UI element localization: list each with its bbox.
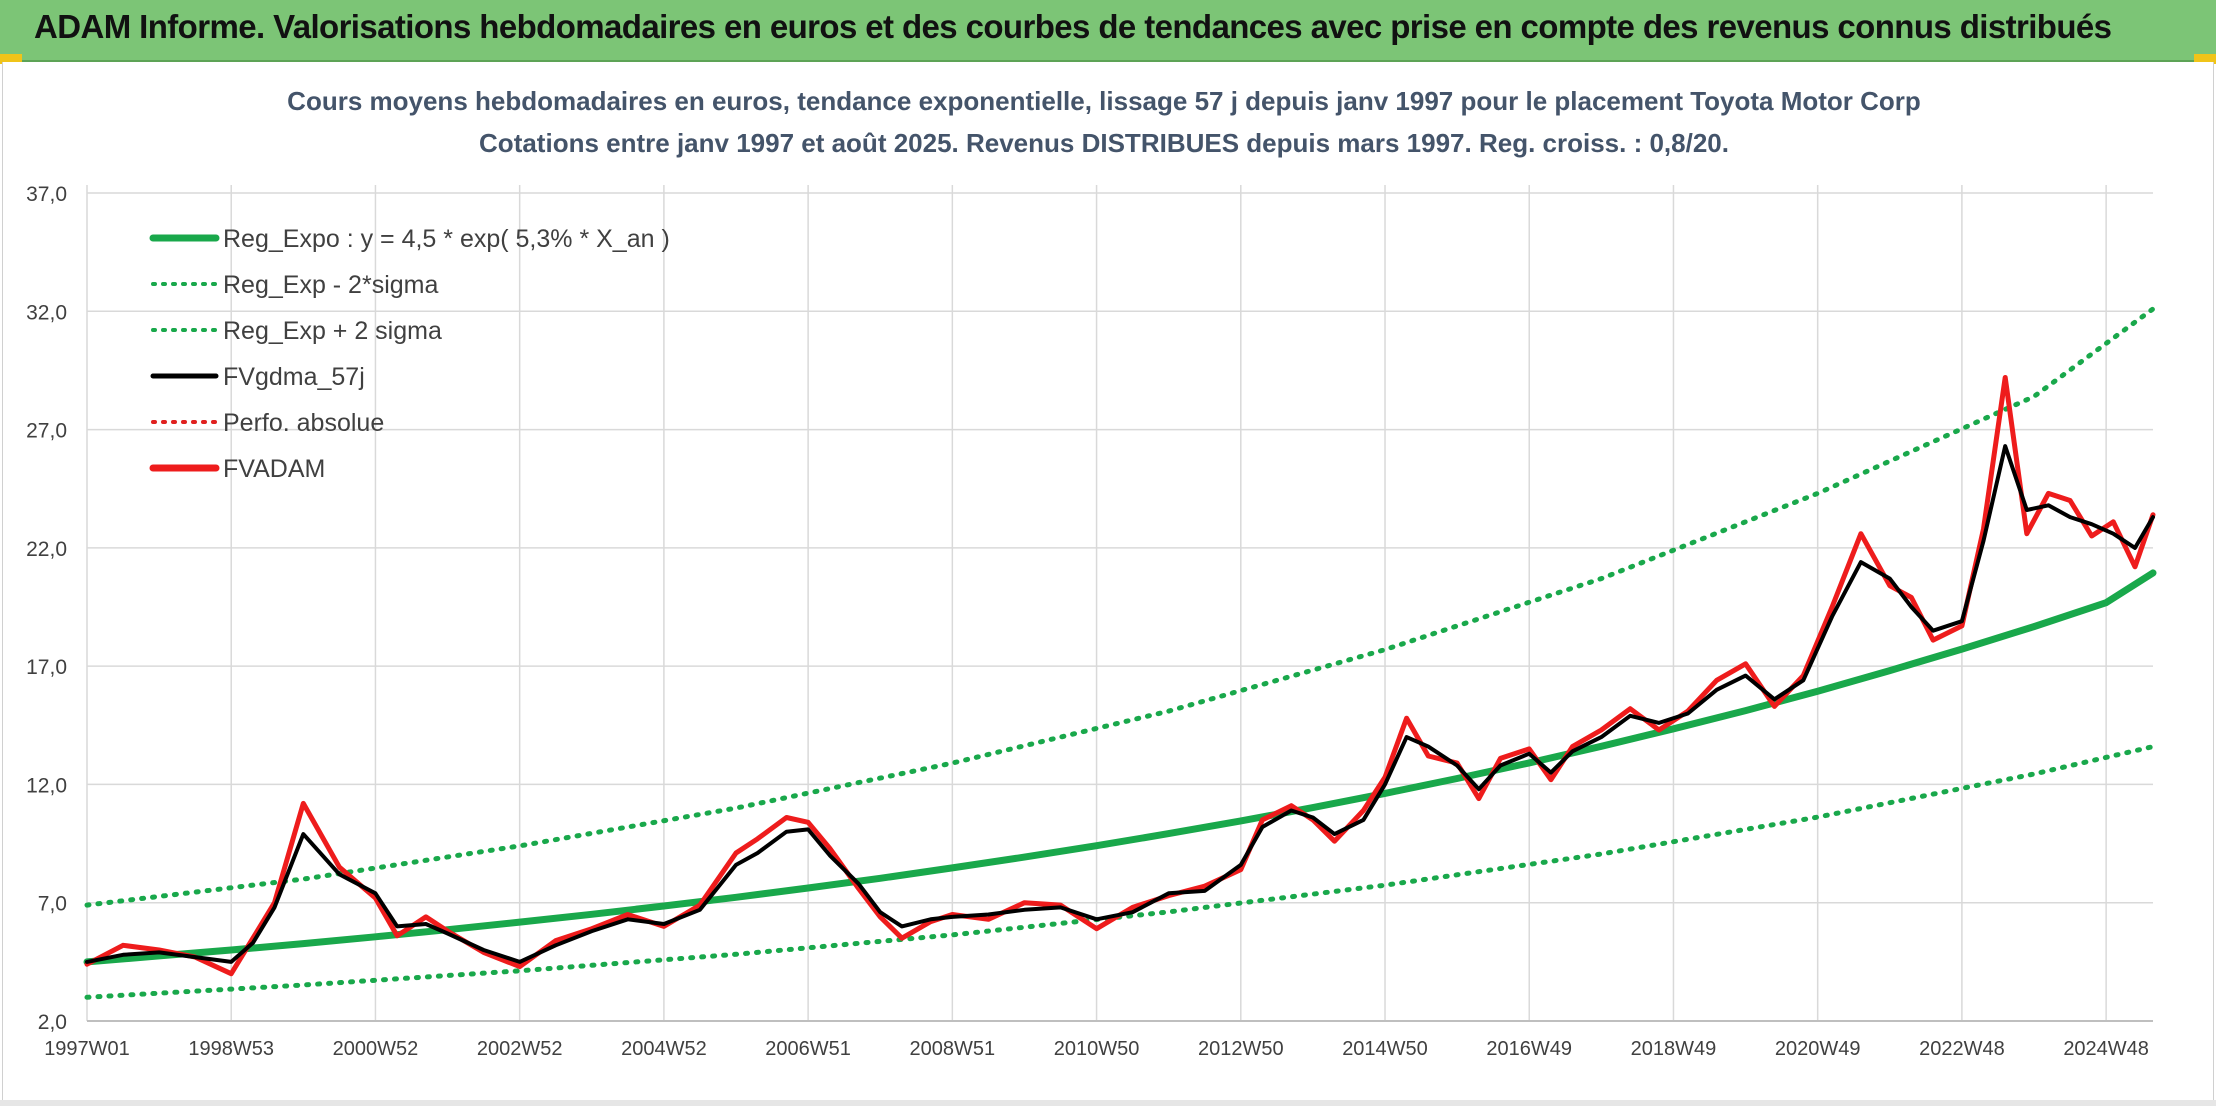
bottom-border (0, 1100, 2216, 1106)
x-tick-label: 2012W50 (1198, 1038, 1284, 1060)
legend-label: Reg_Exp + 2 sigma (223, 317, 442, 345)
x-tick-label: 2020W49 (1775, 1038, 1861, 1060)
y-tick-label: 7,0 (38, 893, 67, 916)
x-tick-label: 2004W52 (621, 1038, 707, 1060)
series-layer (83, 306, 2157, 1000)
legend-label: Perfo. absolue (223, 409, 384, 437)
yellow-corner-marker-left (0, 54, 22, 64)
x-tick-label: 1997W01 (44, 1038, 130, 1060)
x-tick-label: 2010W50 (1054, 1038, 1140, 1060)
y-tick-label: 17,0 (26, 656, 67, 679)
chart-subtitle: Cotations entre janv 1997 et août 2025. … (479, 128, 1729, 158)
y-tick-label: 27,0 (26, 420, 67, 443)
x-tick-label: 2016W49 (1486, 1038, 1572, 1060)
chart-title: Cours moyens hebdomadaires en euros, ten… (287, 86, 1921, 116)
y-tick-label: 12,0 (26, 774, 67, 797)
legend-label: FVADAM (223, 455, 325, 483)
x-tick-label: 2018W49 (1631, 1038, 1717, 1060)
yellow-corner-marker-right (2194, 54, 2216, 64)
y-tick-label: 37,0 (26, 183, 67, 206)
x-tick-label: 2008W51 (910, 1038, 996, 1060)
chart-area: Cours moyens hebdomadaires en euros, ten… (2, 62, 2214, 1104)
x-tick-label: 2000W52 (333, 1038, 419, 1060)
x-tick-label: 2022W48 (1919, 1038, 2005, 1060)
y-tick-label: 32,0 (26, 301, 67, 324)
x-tick-label: 1998W53 (188, 1038, 274, 1060)
y-tick-label: 2,0 (38, 1011, 67, 1034)
line-chart: Cours moyens hebdomadaires en euros, ten… (26, 86, 2157, 1060)
y-tick-label: 22,0 (26, 538, 67, 561)
x-tick-label: 2002W52 (477, 1038, 563, 1060)
x-tick-label: 2006W51 (765, 1038, 851, 1060)
series-line-weekly (84, 375, 2156, 977)
x-tick-label: 2014W50 (1342, 1038, 1428, 1060)
chart-legend: Reg_Expo : y = 4,5 * exp( 5,3% * X_an ) R… (149, 225, 670, 483)
series-line-smoothed (85, 444, 2155, 964)
series-line-upper-band (84, 306, 2156, 908)
x-tick-label: 2024W48 (2063, 1038, 2149, 1060)
legend-label: FVgdma_57j (223, 363, 365, 391)
x-axis-tick-labels: 1997W01 1998W53 2000W52 2002W52 2004W52 2006W… (44, 1038, 2149, 1060)
report-title: ADAM Informe. Valorisations hebdomadaire… (34, 8, 2112, 45)
legend-label: Reg_Exp - 2*sigma (223, 271, 438, 299)
grid-lines (86, 185, 2153, 1022)
y-axis-tick-labels: 2,0 7,0 12,0 17,0 22,0 27,0 32,0 37,0 (26, 183, 67, 1034)
series-line-lower-band (84, 744, 2156, 1000)
series-line-regression (83, 569, 2157, 966)
legend-label: Reg_Expo : y = 4,5 * exp( 5,3% * X_an ) (223, 225, 670, 253)
report-header-banner: ADAM Informe. Valorisations hebdomadaire… (0, 0, 2216, 62)
